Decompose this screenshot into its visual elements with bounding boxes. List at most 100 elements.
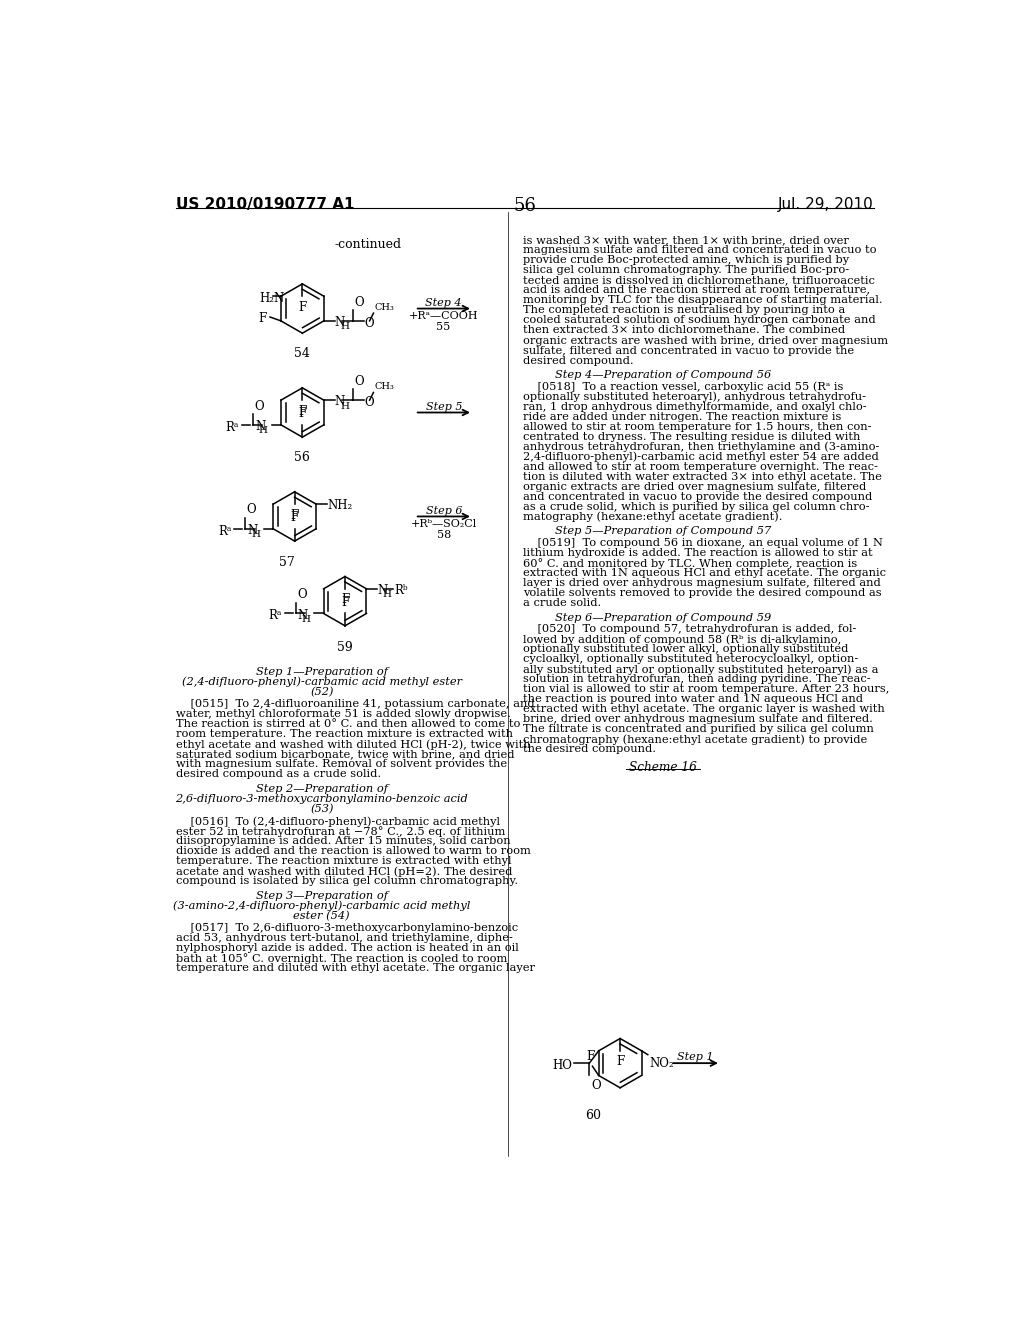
Text: magnesium sulfate and filtered and concentrated in vacuo to: magnesium sulfate and filtered and conce… bbox=[523, 246, 877, 255]
Text: O: O bbox=[365, 396, 374, 409]
Text: tion vial is allowed to stir at room temperature. After 23 hours,: tion vial is allowed to stir at room tem… bbox=[523, 684, 890, 694]
Text: acid 53, anhydrous tert-butanol, and triethylamine, diphe-: acid 53, anhydrous tert-butanol, and tri… bbox=[176, 933, 513, 942]
Text: is washed 3× with water, then 1× with brine, dried over: is washed 3× with water, then 1× with br… bbox=[523, 235, 849, 246]
Text: F: F bbox=[587, 1051, 595, 1063]
Text: matography (hexane:ethyl acetate gradient).: matography (hexane:ethyl acetate gradien… bbox=[523, 512, 782, 523]
Text: 60: 60 bbox=[585, 1109, 601, 1122]
Text: F: F bbox=[298, 407, 306, 420]
Text: silica gel column chromatography. The purified Boc-pro-: silica gel column chromatography. The pu… bbox=[523, 265, 849, 276]
Text: the reaction is poured into water and 1N aqueous HCl and: the reaction is poured into water and 1N… bbox=[523, 694, 863, 705]
Text: NO₂: NO₂ bbox=[649, 1057, 674, 1071]
Text: brine, dried over anhydrous magnesium sulfate and filtered.: brine, dried over anhydrous magnesium su… bbox=[523, 714, 873, 725]
Text: with magnesium sulfate. Removal of solvent provides the: with magnesium sulfate. Removal of solve… bbox=[176, 759, 507, 770]
Text: N: N bbox=[248, 524, 258, 537]
Text: (53): (53) bbox=[310, 804, 334, 814]
Text: [0515]  To 2,4-difluoroaniline 41, potassium carbonate, and: [0515] To 2,4-difluoroaniline 41, potass… bbox=[176, 700, 535, 709]
Text: Step 1—Preparation of: Step 1—Preparation of bbox=[256, 667, 388, 677]
Text: Step 2—Preparation of: Step 2—Preparation of bbox=[256, 784, 388, 793]
Text: Step 6: Step 6 bbox=[426, 506, 463, 516]
Text: sulfate, filtered and concentrated in vacuo to provide the: sulfate, filtered and concentrated in va… bbox=[523, 346, 854, 355]
Text: 58: 58 bbox=[437, 531, 452, 540]
Text: [0519]  To compound 56 in dioxane, an equal volume of 1 N: [0519] To compound 56 in dioxane, an equ… bbox=[523, 539, 883, 548]
Text: [0518]  To a reaction vessel, carboxylic acid 55 (Rᵃ is: [0518] To a reaction vessel, carboxylic … bbox=[523, 381, 844, 392]
Text: anhydrous tetrahydrofuran, then triethylamine and (3-amino-: anhydrous tetrahydrofuran, then triethyl… bbox=[523, 442, 880, 453]
Text: +Rᵇ—SO₂Cl: +Rᵇ—SO₂Cl bbox=[411, 519, 477, 529]
Text: 57: 57 bbox=[279, 557, 295, 569]
Text: N: N bbox=[255, 420, 265, 433]
Text: organic extracts are washed with brine, dried over magnesium: organic extracts are washed with brine, … bbox=[523, 335, 889, 346]
Text: lithium hydroxide is added. The reaction is allowed to stir at: lithium hydroxide is added. The reaction… bbox=[523, 548, 872, 558]
Text: ride are added under nitrogen. The reaction mixture is: ride are added under nitrogen. The react… bbox=[523, 412, 842, 421]
Text: extracted with ethyl acetate. The organic layer is washed with: extracted with ethyl acetate. The organi… bbox=[523, 705, 885, 714]
Text: H: H bbox=[259, 426, 267, 436]
Text: the desired compound.: the desired compound. bbox=[523, 744, 656, 754]
Text: and concentrated in vacuo to provide the desired compound: and concentrated in vacuo to provide the… bbox=[523, 492, 872, 502]
Text: F: F bbox=[616, 1056, 625, 1068]
Text: chromatography (hexane:ethyl acetate gradient) to provide: chromatography (hexane:ethyl acetate gra… bbox=[523, 734, 867, 744]
Text: N: N bbox=[298, 609, 308, 622]
Text: optionally substituted lower alkyl, optionally substituted: optionally substituted lower alkyl, opti… bbox=[523, 644, 849, 655]
Text: H: H bbox=[301, 615, 310, 624]
Text: 60° C. and monitored by TLC. When complete, reaction is: 60° C. and monitored by TLC. When comple… bbox=[523, 558, 857, 569]
Text: O: O bbox=[365, 317, 374, 330]
Text: F: F bbox=[341, 594, 349, 606]
Text: +Rᵃ—COOH: +Rᵃ—COOH bbox=[409, 312, 478, 321]
Text: CH₃: CH₃ bbox=[374, 381, 394, 391]
Text: temperature and diluted with ethyl acetate. The organic layer: temperature and diluted with ethyl aceta… bbox=[176, 964, 536, 973]
Text: compound is isolated by silica gel column chromatography.: compound is isolated by silica gel colum… bbox=[176, 876, 518, 886]
Text: [0516]  To (2,4-difluoro-phenyl)-carbamic acid methyl: [0516] To (2,4-difluoro-phenyl)-carbamic… bbox=[176, 816, 500, 826]
Text: Scheme 16: Scheme 16 bbox=[629, 760, 696, 774]
Text: 2,6-difluoro-3-methoxycarbonylamino-benzoic acid: 2,6-difluoro-3-methoxycarbonylamino-benz… bbox=[175, 793, 468, 804]
Text: saturated sodium bicarbonate, twice with brine, and dried: saturated sodium bicarbonate, twice with… bbox=[176, 748, 514, 759]
Text: cooled saturated solution of sodium hydrogen carbonate and: cooled saturated solution of sodium hydr… bbox=[523, 315, 876, 326]
Text: extracted with 1N aqueous HCl and ethyl acetate. The organic: extracted with 1N aqueous HCl and ethyl … bbox=[523, 568, 886, 578]
Text: as a crude solid, which is purified by silica gel column chro-: as a crude solid, which is purified by s… bbox=[523, 502, 869, 512]
Text: tected amine is dissolved in dichloromethane, trifluoroacetic: tected amine is dissolved in dichloromet… bbox=[523, 276, 876, 285]
Text: (2,4-difluoro-phenyl)-carbamic acid methyl ester: (2,4-difluoro-phenyl)-carbamic acid meth… bbox=[181, 677, 462, 688]
Text: ethyl acetate and washed with diluted HCl (pH-2), twice with: ethyl acetate and washed with diluted HC… bbox=[176, 739, 530, 750]
Text: O: O bbox=[247, 503, 256, 516]
Text: then extracted 3× into dichloromethane. The combined: then extracted 3× into dichloromethane. … bbox=[523, 326, 846, 335]
Text: F: F bbox=[298, 405, 306, 418]
Text: O: O bbox=[355, 296, 365, 309]
Text: Step 4—Preparation of Compound 56: Step 4—Preparation of Compound 56 bbox=[555, 370, 771, 380]
Text: temperature. The reaction mixture is extracted with ethyl: temperature. The reaction mixture is ext… bbox=[176, 857, 512, 866]
Text: Rᵃ: Rᵃ bbox=[268, 610, 282, 622]
Text: Step 1: Step 1 bbox=[677, 1052, 714, 1063]
Text: room temperature. The reaction mixture is extracted with: room temperature. The reaction mixture i… bbox=[176, 729, 513, 739]
Text: organic extracts are dried over magnesium sulfate, filtered: organic extracts are dried over magnesiu… bbox=[523, 482, 866, 492]
Text: [0520]  To compound 57, tetrahydrofuran is added, fol-: [0520] To compound 57, tetrahydrofuran i… bbox=[523, 624, 857, 634]
Text: H₂N: H₂N bbox=[259, 292, 285, 305]
Text: O: O bbox=[255, 400, 264, 412]
Text: The completed reaction is neutralised by pouring into a: The completed reaction is neutralised by… bbox=[523, 305, 846, 315]
Text: 55: 55 bbox=[436, 322, 451, 333]
Text: cycloalkyl, optionally substituted heterocycloalkyl, option-: cycloalkyl, optionally substituted heter… bbox=[523, 655, 858, 664]
Text: Rᵃ: Rᵃ bbox=[225, 421, 239, 434]
Text: desired compound.: desired compound. bbox=[523, 355, 634, 366]
Text: O: O bbox=[297, 589, 307, 601]
Text: The filtrate is concentrated and purified by silica gel column: The filtrate is concentrated and purifie… bbox=[523, 725, 874, 734]
Text: Step 6—Preparation of Compound 59: Step 6—Preparation of Compound 59 bbox=[555, 612, 771, 623]
Text: (52): (52) bbox=[310, 686, 334, 697]
Text: ester 52 in tetrahydrofuran at −78° C., 2.5 eq. of lithium: ester 52 in tetrahydrofuran at −78° C., … bbox=[176, 826, 506, 837]
Text: lowed by addition of compound 58 (Rᵇ is di-alkylamino,: lowed by addition of compound 58 (Rᵇ is … bbox=[523, 635, 842, 645]
Text: ally substituted aryl or optionally substituted heteroaryl) as a: ally substituted aryl or optionally subs… bbox=[523, 664, 879, 675]
Text: O: O bbox=[355, 375, 365, 388]
Text: a crude solid.: a crude solid. bbox=[523, 598, 601, 609]
Text: 2,4-difluoro-phenyl)-carbamic acid methyl ester 54 are added: 2,4-difluoro-phenyl)-carbamic acid methy… bbox=[523, 451, 879, 462]
Text: acid is added and the reaction stirred at room temperature,: acid is added and the reaction stirred a… bbox=[523, 285, 870, 296]
Text: acetate and washed with diluted HCl (pH=2). The desired: acetate and washed with diluted HCl (pH=… bbox=[176, 866, 512, 876]
Text: tion is diluted with water extracted 3× into ethyl acetate. The: tion is diluted with water extracted 3× … bbox=[523, 471, 882, 482]
Text: F: F bbox=[258, 312, 266, 325]
Text: 56: 56 bbox=[295, 451, 310, 465]
Text: N: N bbox=[335, 395, 345, 408]
Text: provide crude Boc-protected amine, which is purified by: provide crude Boc-protected amine, which… bbox=[523, 256, 849, 265]
Text: HO: HO bbox=[552, 1059, 572, 1072]
Text: F: F bbox=[341, 595, 349, 609]
Text: ran, 1 drop anhydrous dimethylformamide, and oxalyl chlo-: ran, 1 drop anhydrous dimethylformamide,… bbox=[523, 401, 867, 412]
Text: allowed to stir at room temperature for 1.5 hours, then con-: allowed to stir at room temperature for … bbox=[523, 422, 871, 432]
Text: Step 3—Preparation of: Step 3—Preparation of bbox=[256, 891, 388, 900]
Text: F: F bbox=[291, 508, 299, 521]
Text: Step 5—Preparation of Compound 57: Step 5—Preparation of Compound 57 bbox=[555, 527, 771, 536]
Text: F: F bbox=[291, 511, 299, 524]
